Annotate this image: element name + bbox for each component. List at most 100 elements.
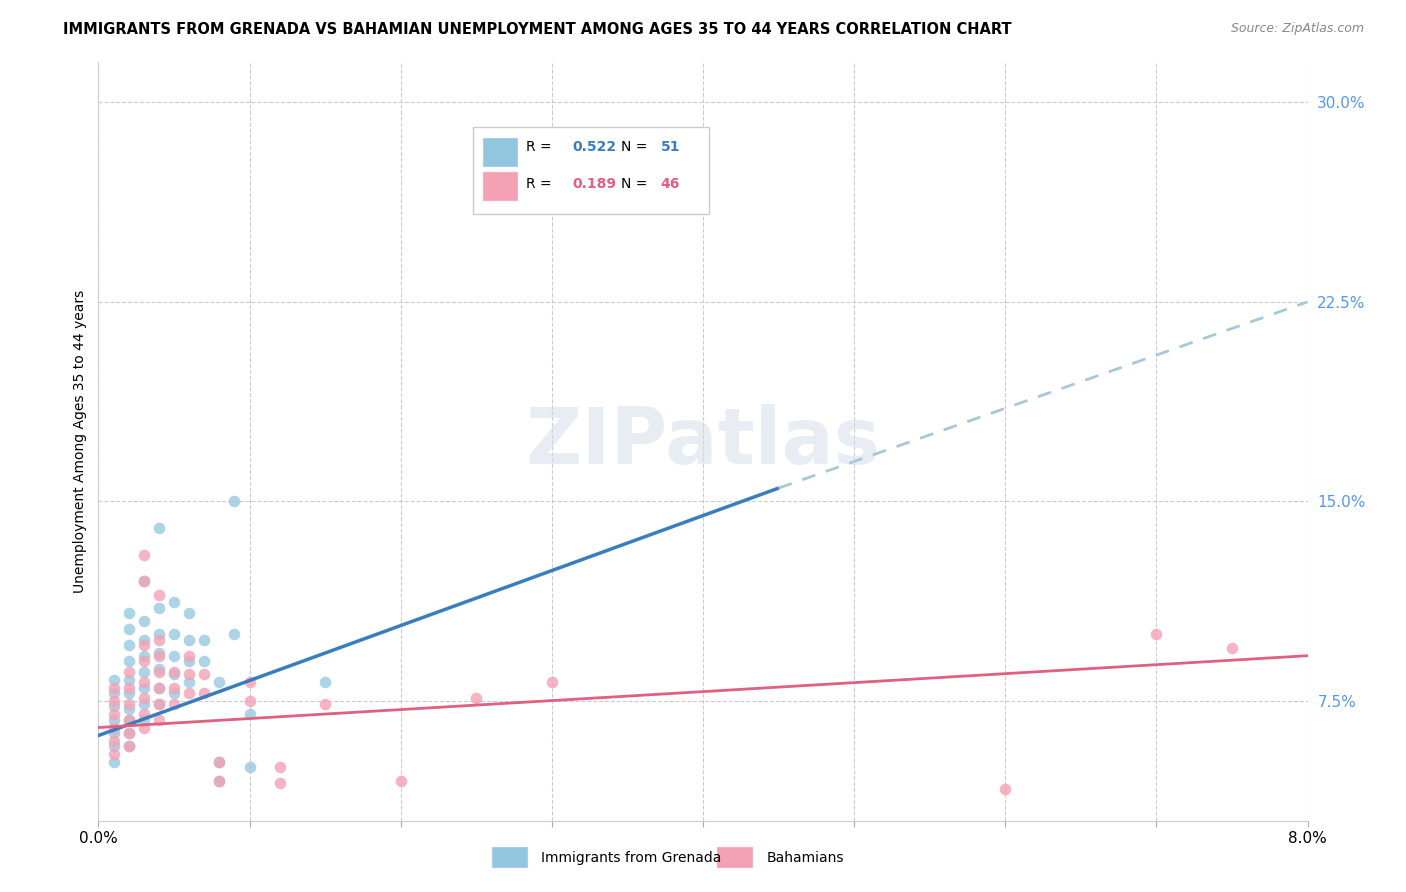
Point: [118, 654, 141, 668]
Point: [103, 739, 125, 753]
Point: [994, 781, 1017, 796]
Point: [193, 654, 215, 668]
Point: [163, 697, 186, 711]
Point: [540, 675, 562, 690]
Point: [179, 686, 201, 700]
Text: R =: R =: [526, 177, 553, 191]
Point: [103, 734, 125, 748]
Text: N =: N =: [621, 177, 647, 191]
Point: [132, 638, 155, 652]
Point: [132, 574, 155, 589]
Point: [148, 646, 170, 660]
Point: [148, 713, 170, 727]
Point: [208, 755, 231, 769]
Point: [465, 691, 488, 706]
Point: [103, 694, 125, 708]
Point: [118, 665, 141, 679]
Point: [103, 721, 125, 735]
Y-axis label: Unemployment Among Ages 35 to 44 years: Unemployment Among Ages 35 to 44 years: [73, 290, 87, 593]
Point: [118, 673, 141, 687]
Point: [118, 726, 141, 740]
FancyBboxPatch shape: [474, 127, 709, 214]
Point: [148, 662, 170, 676]
Point: [389, 773, 412, 788]
Point: [179, 667, 201, 681]
Point: [118, 726, 141, 740]
Point: [103, 747, 125, 761]
Point: [118, 681, 141, 695]
Point: [148, 632, 170, 647]
Point: [193, 632, 215, 647]
Point: [148, 681, 170, 695]
Point: [132, 665, 155, 679]
Point: [179, 632, 201, 647]
Point: [103, 707, 125, 722]
Point: [239, 707, 262, 722]
Point: [118, 713, 141, 727]
Point: [103, 699, 125, 714]
Point: [179, 606, 201, 620]
Point: [118, 686, 141, 700]
Bar: [482, 172, 517, 201]
Point: [103, 673, 125, 687]
Point: [616, 148, 638, 162]
Point: [132, 548, 155, 562]
Text: Bahamians: Bahamians: [766, 851, 844, 865]
Point: [239, 694, 262, 708]
Text: R =: R =: [526, 140, 553, 154]
Point: [208, 675, 231, 690]
Point: [148, 665, 170, 679]
Point: [132, 632, 155, 647]
Point: [132, 681, 155, 695]
Point: [163, 648, 186, 663]
Point: [118, 606, 141, 620]
Point: [193, 686, 215, 700]
Point: [132, 614, 155, 628]
Point: [118, 739, 141, 753]
Point: [179, 654, 201, 668]
Point: [148, 600, 170, 615]
Point: [148, 627, 170, 641]
Point: [269, 760, 291, 774]
Text: Source: ZipAtlas.com: Source: ZipAtlas.com: [1230, 22, 1364, 36]
Text: ZIPatlas: ZIPatlas: [526, 403, 880, 480]
Point: [148, 681, 170, 695]
Point: [163, 686, 186, 700]
Text: 51: 51: [661, 140, 681, 154]
Bar: [482, 138, 517, 166]
Point: [163, 667, 186, 681]
Point: [118, 702, 141, 716]
Point: [224, 627, 246, 641]
Point: [103, 681, 125, 695]
Point: [148, 697, 170, 711]
Point: [132, 707, 155, 722]
Point: [148, 521, 170, 535]
Point: [179, 648, 201, 663]
Text: IMMIGRANTS FROM GRENADA VS BAHAMIAN UNEMPLOYMENT AMONG AGES 35 TO 44 YEARS CORRE: IMMIGRANTS FROM GRENADA VS BAHAMIAN UNEM…: [63, 22, 1012, 37]
Point: [163, 627, 186, 641]
Point: [314, 697, 336, 711]
Point: [208, 755, 231, 769]
Point: [103, 686, 125, 700]
Text: 46: 46: [661, 177, 681, 191]
Point: [224, 494, 246, 508]
Point: [132, 691, 155, 706]
Point: [239, 760, 262, 774]
Point: [132, 697, 155, 711]
Point: [163, 595, 186, 609]
Point: [118, 713, 141, 727]
Text: Immigrants from Grenada: Immigrants from Grenada: [541, 851, 721, 865]
Point: [314, 675, 336, 690]
Point: [118, 697, 141, 711]
Point: [148, 648, 170, 663]
Point: [208, 773, 231, 788]
Point: [132, 574, 155, 589]
Point: [269, 776, 291, 790]
Point: [148, 587, 170, 601]
Point: [179, 675, 201, 690]
Text: 0.189: 0.189: [572, 177, 616, 191]
Point: [103, 726, 125, 740]
Point: [118, 622, 141, 636]
Point: [118, 739, 141, 753]
Point: [163, 665, 186, 679]
